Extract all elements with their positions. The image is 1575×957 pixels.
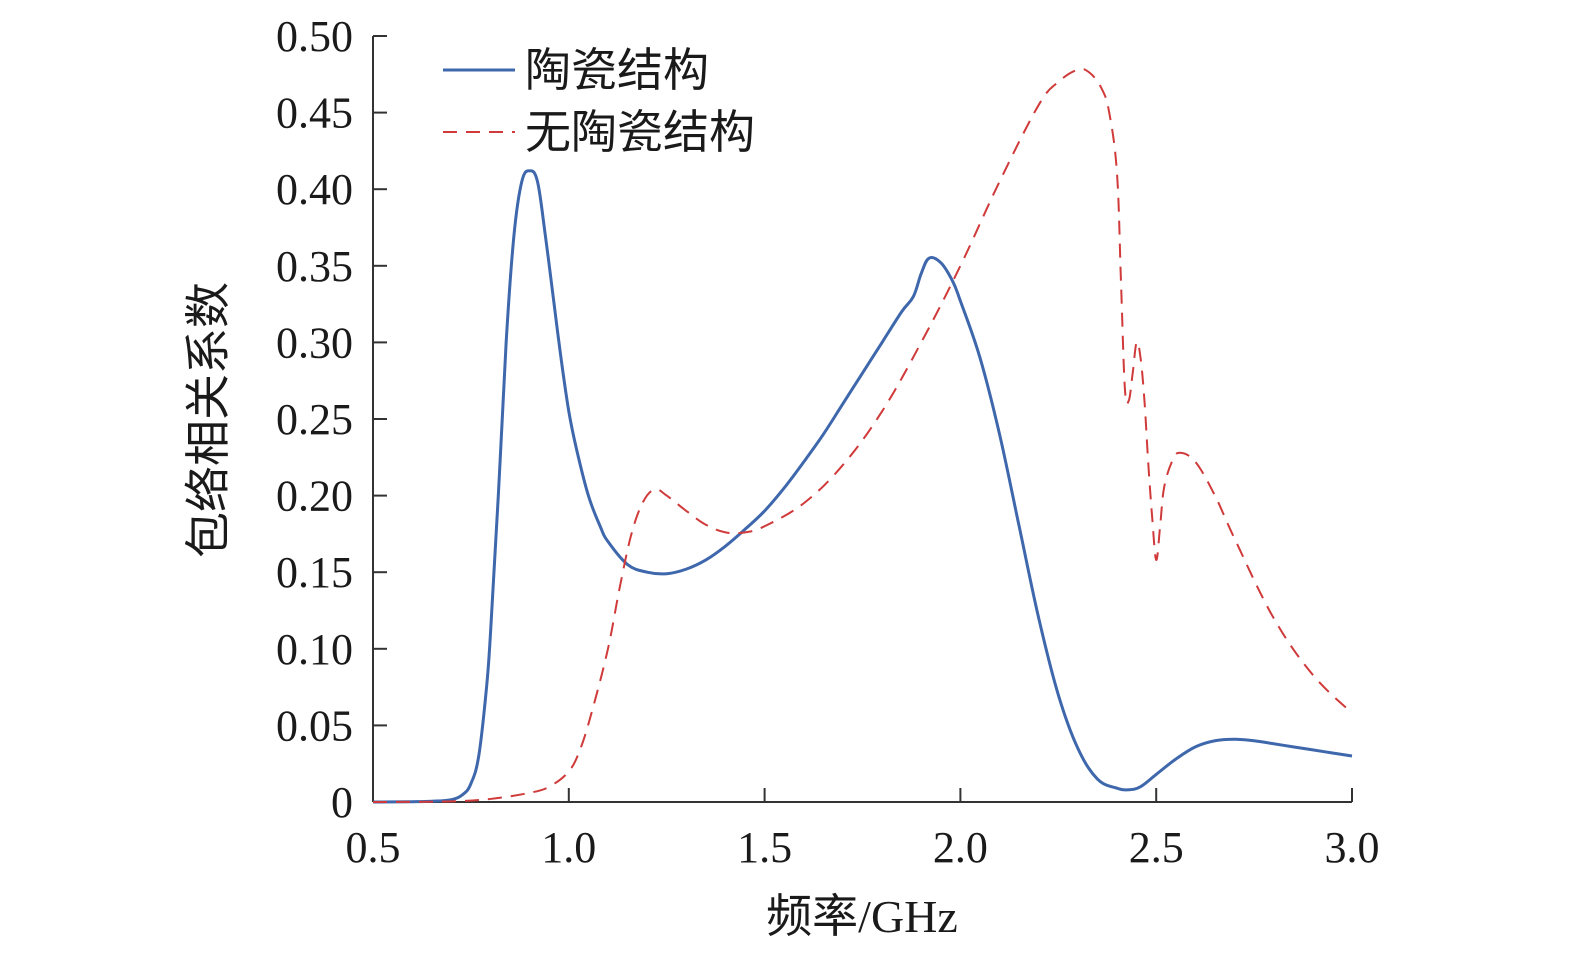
y-tick-label: 0.35 — [276, 242, 353, 291]
series-line-1 — [372, 169, 1353, 804]
y-tick-label: 0.40 — [276, 165, 353, 214]
x-axis-title: 频率/GHz — [766, 891, 958, 942]
y-tick-label: 0.50 — [276, 12, 353, 61]
x-tick-label: 1.5 — [737, 823, 792, 872]
y-tick-label: 0 — [331, 778, 353, 827]
y-tick-label: 0.45 — [276, 89, 353, 138]
x-tick-label: 2.5 — [1129, 823, 1184, 872]
x-tick-label: 1.0 — [541, 823, 596, 872]
series-layer — [372, 68, 1353, 804]
y-tick-label: 0.30 — [276, 318, 353, 367]
y-tick-label: 0.25 — [276, 395, 353, 444]
axes: 0 0.05 0.10 0.15 0.20 0.25 0.30 0.35 0.40 0.45 0.5… — [276, 12, 1380, 872]
x-tick-label: 0.5 — [346, 823, 401, 872]
x-tick-label: 3.0 — [1325, 823, 1380, 872]
legend-label-1: 陶瓷结构 — [525, 45, 709, 96]
series-line-2 — [372, 68, 1353, 803]
y-tick-label: 0.15 — [276, 548, 353, 597]
y-tick-label: 0.10 — [276, 625, 353, 674]
y-tick-label: 0.05 — [276, 701, 353, 750]
y-axis-title: 包络相关系数 — [183, 282, 234, 558]
legend-label-2: 无陶瓷结构 — [525, 107, 755, 158]
x-tick-label: 2.0 — [933, 823, 988, 872]
y-tick-label: 0.20 — [276, 472, 353, 521]
